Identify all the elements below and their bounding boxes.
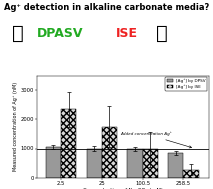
Text: 👎: 👎 (156, 24, 168, 43)
Bar (183, 170, 199, 178)
Bar (61, 109, 76, 178)
Bar (87, 149, 102, 178)
Bar (143, 149, 158, 178)
X-axis label: Concentration of Na₂CO₃ (mM): Concentration of Na₂CO₃ (mM) (83, 188, 163, 189)
Legend: [Ag⁺] by DPSV, [Ag⁺] by ISE: [Ag⁺] by DPSV, [Ag⁺] by ISE (165, 77, 207, 91)
Text: Ag⁺ detection in alkaline carbonate media?: Ag⁺ detection in alkaline carbonate medi… (4, 3, 209, 12)
Text: 👍: 👍 (12, 24, 24, 43)
Text: ISE: ISE (116, 27, 138, 40)
Bar (46, 147, 61, 178)
Bar (128, 149, 143, 178)
Text: Added concentration Ag⁺: Added concentration Ag⁺ (120, 132, 191, 148)
Y-axis label: Measured concentration of Ag⁺ (nM): Measured concentration of Ag⁺ (nM) (13, 82, 18, 171)
Bar (102, 127, 117, 178)
Bar (168, 153, 183, 178)
Text: DPASV: DPASV (37, 27, 83, 40)
